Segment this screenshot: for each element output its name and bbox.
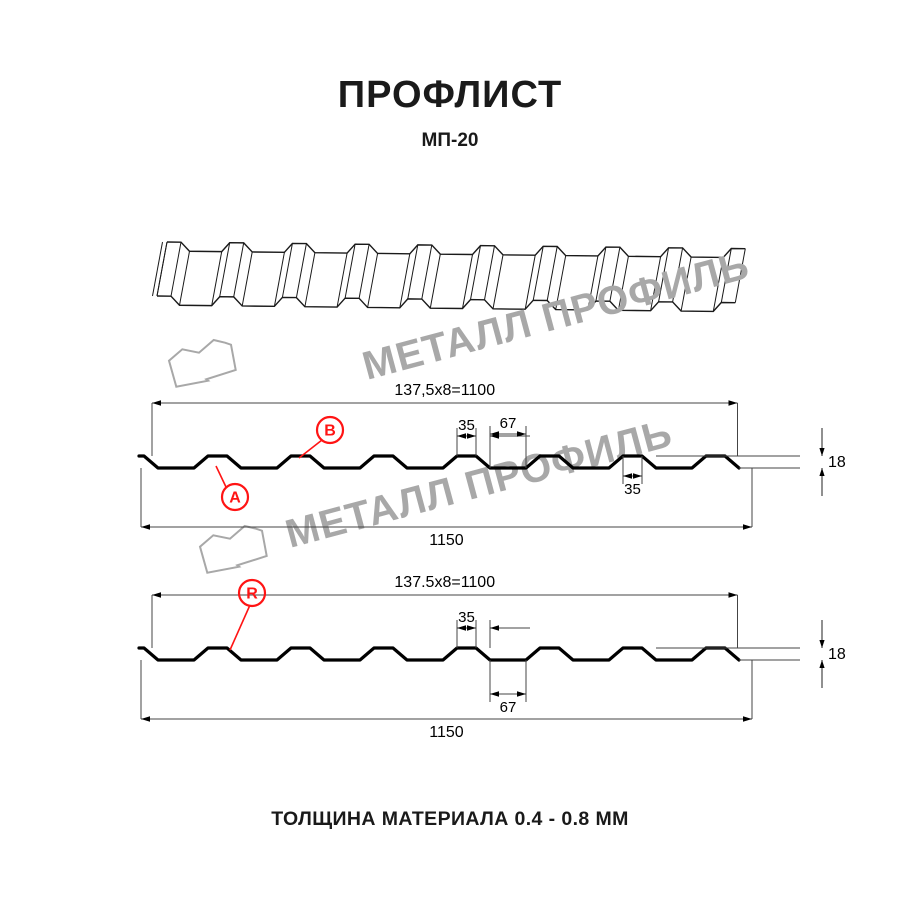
svg-text:18: 18: [828, 646, 846, 663]
svg-text:A: A: [229, 490, 241, 507]
svg-text:35: 35: [458, 609, 475, 626]
svg-text:1150: 1150: [429, 532, 464, 549]
svg-text:1150: 1150: [429, 724, 464, 741]
svg-text:137,5x8=1100: 137,5x8=1100: [394, 382, 495, 399]
svg-text:B: B: [324, 423, 336, 440]
svg-text:R: R: [246, 586, 258, 603]
svg-text:35: 35: [458, 417, 475, 434]
svg-text:35: 35: [624, 481, 641, 498]
svg-text:67: 67: [500, 699, 517, 716]
svg-text:67: 67: [500, 415, 517, 432]
svg-text:137.5x8=1100: 137.5x8=1100: [394, 574, 495, 591]
svg-text:18: 18: [828, 454, 846, 471]
svg-text:МЕТАЛЛ ПРОФИЛЬ: МЕТАЛЛ ПРОФИЛЬ: [281, 411, 677, 557]
svg-text:МЕТАЛЛ ПРОФИЛЬ: МЕТАЛЛ ПРОФИЛЬ: [358, 243, 754, 389]
